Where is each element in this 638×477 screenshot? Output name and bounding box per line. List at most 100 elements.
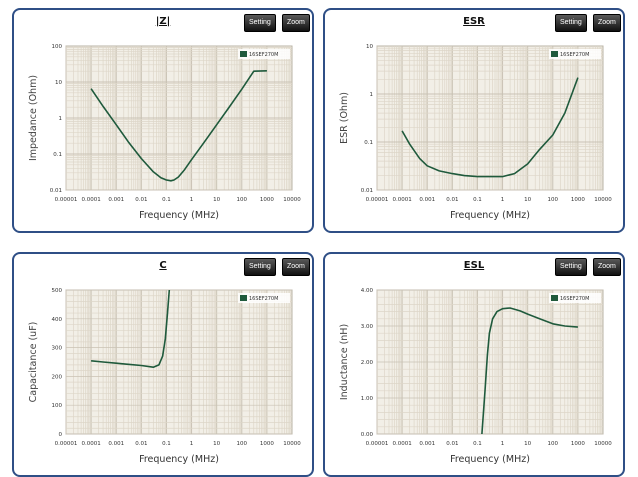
- x-tick-label: 10000: [283, 197, 301, 203]
- zoom-button[interactable]: Zoom: [282, 14, 310, 32]
- y-tick-label: 300: [52, 346, 63, 352]
- x-tick-label: 0.1: [473, 197, 482, 203]
- legend-box: [549, 49, 601, 59]
- zoom-button[interactable]: Zoom: [593, 14, 621, 32]
- x-tick-label: 10: [213, 441, 220, 447]
- chart-panel-esl: ESL Setting Zoom 0.00001 0.0001 0.001 0.01 0…: [323, 252, 625, 477]
- series-line: [91, 289, 171, 368]
- setting-button[interactable]: Setting: [555, 258, 587, 276]
- chart-panel-capacitance: C Setting Zoom 0.00001 0.0001 0.001 0.01 0.1…: [12, 252, 314, 477]
- y-tick-label: 1: [59, 116, 63, 122]
- y-tick-label: 200: [52, 374, 63, 380]
- series-line: [401, 77, 579, 178]
- y-tick-label: 4.00: [361, 288, 374, 294]
- y-axis-label: Inductance (nH): [339, 324, 350, 400]
- y-tick-label: 10: [366, 44, 373, 50]
- chart-panel-esr: ESR Setting Zoom 0.00001 0.0001 0.001 0.01 0…: [323, 8, 625, 233]
- x-tick-label: 0.1: [162, 197, 171, 203]
- setting-button[interactable]: Setting: [244, 14, 276, 32]
- x-tick-label: 0.001: [419, 441, 435, 447]
- y-tick-label: 1.00: [361, 396, 374, 402]
- chart-title: ESR: [463, 16, 485, 27]
- y-tick-label: 3.00: [361, 324, 374, 330]
- x-tick-label: 0.01: [135, 441, 147, 447]
- y-tick-label: 0.01: [361, 188, 373, 194]
- x-tick-label: 0.01: [135, 197, 147, 203]
- zoom-button[interactable]: Zoom: [593, 258, 621, 276]
- x-tick-label: 1000: [260, 441, 274, 447]
- y-axis-label: Impedance (Ohm): [28, 75, 39, 161]
- chart-title: ESL: [463, 260, 485, 271]
- x-tick-label: 10000: [594, 197, 612, 203]
- y-tick-label: 0.00: [361, 432, 374, 438]
- x-tick-label: 10: [213, 197, 220, 203]
- x-tick-label: 0.001: [108, 441, 124, 447]
- x-tick-label: 1000: [571, 441, 585, 447]
- y-tick-label: 500: [52, 288, 63, 294]
- x-tick-label: 1: [190, 441, 194, 447]
- legend-box: [238, 293, 290, 303]
- series-line: [90, 70, 267, 182]
- legend-label: 16SEF270M: [560, 296, 589, 302]
- legend-label: 16SEF270M: [560, 52, 589, 58]
- y-tick-label: 0.1: [53, 152, 62, 158]
- y-tick-label: 0.1: [364, 140, 373, 146]
- x-tick-label: 0.00001: [55, 197, 78, 203]
- x-tick-label: 100: [237, 441, 248, 447]
- series-line: [481, 307, 578, 435]
- chart-title: C: [159, 260, 167, 271]
- x-tick-label: 0.00001: [366, 441, 389, 447]
- legend-swatch: [240, 295, 247, 301]
- y-tick-label: 1: [370, 92, 374, 98]
- x-tick-label: 1: [501, 441, 505, 447]
- x-tick-label: 1: [501, 197, 505, 203]
- chart-panel-impedance: |Z| Setting Zoom 0.00001 0.0001 0.001 0.01 0…: [12, 8, 314, 233]
- x-tick-label: 1: [190, 197, 194, 203]
- y-axis-label: ESR (Ohm): [339, 92, 350, 144]
- x-tick-label: 0.1: [162, 441, 171, 447]
- x-axis-label: Frequency (MHz): [450, 210, 530, 221]
- chart-title: |Z|: [155, 16, 171, 27]
- legend-swatch: [551, 51, 558, 57]
- x-tick-label: 10000: [283, 441, 301, 447]
- legend-swatch: [240, 51, 247, 57]
- setting-button[interactable]: Setting: [244, 258, 276, 276]
- x-tick-label: 0.00001: [55, 441, 78, 447]
- y-tick-label: 400: [52, 317, 63, 323]
- y-tick-label: 2.00: [361, 360, 374, 366]
- x-tick-label: 0.001: [108, 197, 124, 203]
- x-tick-label: 10: [524, 441, 531, 447]
- x-tick-label: 0.0001: [81, 197, 100, 203]
- x-tick-label: 100: [548, 197, 559, 203]
- plot-area: [376, 45, 604, 191]
- y-tick-label: 10: [55, 80, 62, 86]
- x-tick-label: 10000: [594, 441, 612, 447]
- impedance-chart: 0.00001 0.0001 0.001 0.01 0.1 1 10 100 1000 10000…: [28, 44, 301, 221]
- y-axis-label: Capacitance (uF): [28, 322, 39, 403]
- esr-chart: 0.00001 0.0001 0.001 0.01 0.1 1 10 100 1000 10000…: [339, 44, 612, 221]
- zoom-button[interactable]: Zoom: [282, 258, 310, 276]
- setting-button[interactable]: Setting: [555, 14, 587, 32]
- x-tick-label: 100: [237, 197, 248, 203]
- x-tick-label: 0.0001: [81, 441, 100, 447]
- y-tick-label: 0.01: [50, 188, 62, 194]
- x-tick-label: 0.001: [419, 197, 435, 203]
- x-tick-label: 0.01: [446, 197, 458, 203]
- x-tick-label: 0.01: [446, 441, 458, 447]
- legend-label: 16SEF270M: [249, 52, 278, 58]
- y-tick-label: 100: [52, 44, 63, 50]
- inductance-chart: 0.00001 0.0001 0.001 0.01 0.1 1 10 100 1000 10000…: [339, 288, 612, 465]
- x-tick-label: 10: [524, 197, 531, 203]
- legend-swatch: [551, 295, 558, 301]
- x-tick-label: 0.00001: [366, 197, 389, 203]
- y-tick-label: 100: [52, 403, 63, 409]
- legend-label: 16SEF270M: [249, 296, 278, 302]
- capacitance-chart: 0.00001 0.0001 0.001 0.01 0.1 1 10 100 1000 10000…: [28, 288, 301, 465]
- x-tick-label: 1000: [260, 197, 274, 203]
- x-axis-label: Frequency (MHz): [139, 454, 219, 465]
- legend-box: [238, 49, 290, 59]
- x-tick-label: 100: [548, 441, 559, 447]
- x-tick-label: 0.0001: [392, 197, 411, 203]
- x-tick-label: 0.1: [473, 441, 482, 447]
- x-axis-label: Frequency (MHz): [139, 210, 219, 221]
